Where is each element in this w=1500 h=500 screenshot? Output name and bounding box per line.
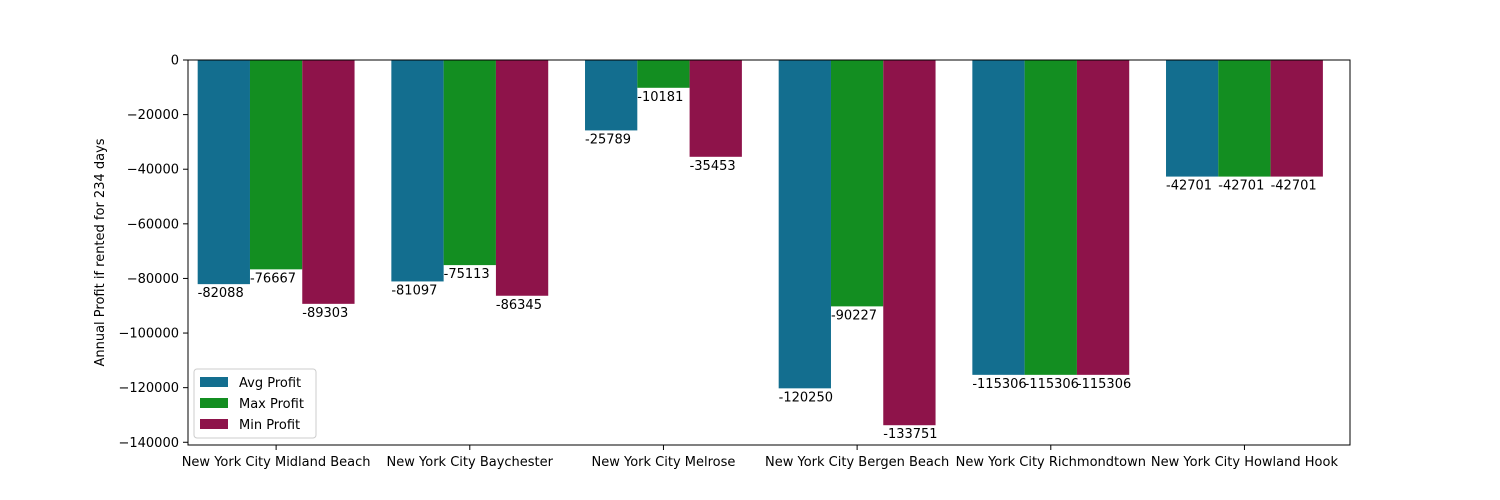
legend-label-max-profit: Max Profit <box>239 397 304 412</box>
x-axis: New York City Midland Beach New York City… <box>182 445 1339 470</box>
bar-avg-profit-2 <box>585 60 638 131</box>
y-axis: 0 −20000 −40000 −60000 −80000 −100000 −120000 −… <box>118 54 188 451</box>
data-label-max-profit-4: -115306 <box>1025 377 1079 392</box>
legend-swatch-max-profit <box>200 398 228 408</box>
data-label-avg-profit-2: -25789 <box>585 132 631 147</box>
data-label-max-profit-1: -75113 <box>444 267 490 282</box>
data-label-avg-profit-5: -42701 <box>1166 179 1212 194</box>
legend-swatch-avg-profit <box>200 377 228 387</box>
bar-avg-profit-5 <box>1166 60 1219 177</box>
x-tick-label-4: New York City Richmondtown <box>956 455 1146 470</box>
data-label-min-profit-2: -35453 <box>690 159 736 174</box>
bar-avg-profit-4 <box>972 60 1025 375</box>
bar-min-profit-3 <box>883 60 936 426</box>
y-tick-label-3: −60000 <box>127 217 179 232</box>
legend-swatch-min-profit <box>200 419 228 429</box>
legend-label-min-profit: Min Profit <box>239 418 300 433</box>
data-label-max-profit-0: -76667 <box>250 271 296 286</box>
bar-min-profit-2 <box>689 60 742 157</box>
bar-min-profit-4 <box>1076 60 1130 375</box>
x-tick-label-1: New York City Baychester <box>387 455 554 470</box>
bars-group <box>197 60 1323 426</box>
data-label-min-profit-5: -42701 <box>1271 179 1317 194</box>
data-label-min-profit-4: -115306 <box>1077 377 1131 392</box>
legend: Avg Profit Max Profit Min Profit <box>193 368 317 439</box>
data-labels-group: -82088 -76667 -89303 -81097 -75113 -86345 -257… <box>198 90 1317 442</box>
data-label-max-profit-5: -42701 <box>1218 179 1264 194</box>
data-label-min-profit-1: -86345 <box>496 298 542 313</box>
data-label-avg-profit-4: -115306 <box>972 377 1026 392</box>
bar-avg-profit-0 <box>197 60 250 285</box>
bar-max-profit-5 <box>1218 60 1271 177</box>
bar-max-profit-1 <box>443 60 496 266</box>
bar-avg-profit-1 <box>391 60 444 282</box>
x-tick-label-2: New York City Melrose <box>592 455 736 470</box>
bar-avg-profit-3 <box>778 60 831 389</box>
data-label-avg-profit-0: -82088 <box>198 286 244 301</box>
bar-min-profit-1 <box>495 60 549 296</box>
y-tick-label-6: −120000 <box>118 381 179 396</box>
y-tick-label-5: −100000 <box>118 327 179 342</box>
y-tick-label-4: −80000 <box>127 272 179 287</box>
x-tick-label-0: New York City Midland Beach <box>182 455 371 470</box>
bar-min-profit-5 <box>1270 60 1323 177</box>
bar-max-profit-2 <box>637 60 690 88</box>
data-label-avg-profit-3: -120250 <box>779 390 833 405</box>
y-tick-label-1: −20000 <box>127 108 179 123</box>
data-label-avg-profit-1: -81097 <box>391 283 437 298</box>
y-tick-label-0: 0 <box>171 54 179 69</box>
legend-label-avg-profit: Avg Profit <box>239 376 301 391</box>
plot-background <box>188 60 1350 445</box>
bar-max-profit-4 <box>1024 60 1077 375</box>
y-tick-label-7: −140000 <box>118 436 179 451</box>
data-label-min-profit-3: -133751 <box>883 427 937 442</box>
x-tick-label-3: New York City Bergen Beach <box>765 455 949 470</box>
x-tick-label-5: New York City Howland Hook <box>1151 455 1339 470</box>
bar-max-profit-0 <box>249 60 303 270</box>
bar-max-profit-3 <box>830 60 884 307</box>
data-label-min-profit-0: -89303 <box>302 306 348 321</box>
data-label-max-profit-3: -90227 <box>831 308 877 323</box>
bar-min-profit-0 <box>302 60 355 304</box>
y-tick-label-2: −40000 <box>127 163 179 178</box>
y-axis-title: Annual Profit if rented for 234 days <box>93 138 108 366</box>
plot-frame <box>187 59 1351 446</box>
data-label-max-profit-2: -10181 <box>637 90 683 105</box>
